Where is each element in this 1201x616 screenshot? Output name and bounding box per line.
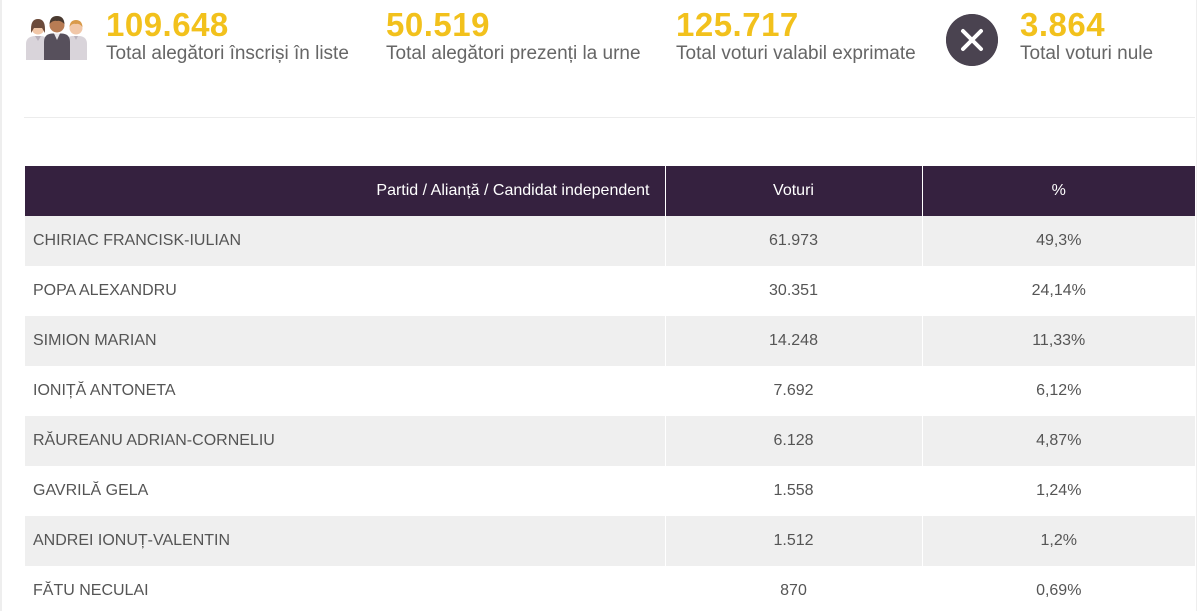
table-row: GAVRILĂ GELA 1.558 1,24% xyxy=(25,466,1195,516)
table-row: POPA ALEXANDRU 30.351 24,14% xyxy=(25,266,1195,316)
stat-label: Total voturi valabil exprimate xyxy=(676,43,916,64)
stat-registered-voters: 109.648 Total alegători înscriși în list… xyxy=(106,8,349,66)
right-border xyxy=(1196,0,1197,611)
candidate-percent: 1,2% xyxy=(922,516,1195,566)
table-row: RĂUREANU ADRIAN-CORNELIU 6.128 4,87% xyxy=(25,416,1195,466)
candidate-name: FĂTU NECULAI xyxy=(25,566,666,616)
candidate-percent: 6,12% xyxy=(922,366,1195,416)
candidate-percent: 11,33% xyxy=(922,316,1195,366)
candidate-percent: 1,24% xyxy=(922,466,1195,516)
candidate-votes: 61.973 xyxy=(665,216,923,266)
results-table: Partid / Alianță / Candidat independent … xyxy=(25,166,1195,616)
stats-bar: 109.648 Total alegători înscriși în list… xyxy=(0,0,1201,117)
table-header-row: Partid / Alianță / Candidat independent … xyxy=(25,166,1195,216)
stat-value: 50.519 xyxy=(386,6,490,43)
stat-label: Total alegători prezenți la urne xyxy=(386,43,641,64)
close-circle-icon xyxy=(946,14,998,66)
candidate-votes: 1.558 xyxy=(665,466,923,516)
section-divider xyxy=(24,117,1195,118)
candidate-percent: 4,87% xyxy=(922,416,1195,466)
candidate-percent: 49,3% xyxy=(922,216,1195,266)
candidate-votes: 1.512 xyxy=(665,516,923,566)
stat-value: 3.864 xyxy=(1020,6,1106,43)
stat-present-voters: 50.519 Total alegători prezenți la urne xyxy=(386,8,641,66)
stat-label: Total voturi nule xyxy=(1020,43,1154,64)
candidate-name: POPA ALEXANDRU xyxy=(25,266,666,316)
candidate-votes: 30.351 xyxy=(665,266,923,316)
table-row: IONIȚĂ ANTONETA 7.692 6,12% xyxy=(25,366,1195,416)
candidate-name: RĂUREANU ADRIAN-CORNELIU xyxy=(25,416,666,466)
candidate-name: ANDREI IONUȚ-VALENTIN xyxy=(25,516,666,566)
candidate-votes: 14.248 xyxy=(665,316,923,366)
table-row: SIMION MARIAN 14.248 11,33% xyxy=(25,316,1195,366)
stat-null-votes: 3.864 Total voturi nule xyxy=(1020,8,1153,66)
table-row: FĂTU NECULAI 870 0,69% xyxy=(25,566,1195,616)
stat-label: Total alegători înscriși în liste xyxy=(106,43,349,64)
column-header-percent[interactable]: % xyxy=(922,166,1195,216)
people-group-icon xyxy=(26,16,87,60)
table-row: CHIRIAC FRANCISK-IULIAN 61.973 49,3% xyxy=(25,216,1195,266)
stat-valid-votes: 125.717 Total voturi valabil exprimate xyxy=(676,8,916,66)
candidate-votes: 870 xyxy=(665,566,923,616)
column-header-votes[interactable]: Voturi xyxy=(665,166,923,216)
stat-value: 125.717 xyxy=(676,6,799,43)
candidate-name: IONIȚĂ ANTONETA xyxy=(25,366,666,416)
candidate-votes: 7.692 xyxy=(665,366,923,416)
table-row: ANDREI IONUȚ-VALENTIN 1.512 1,2% xyxy=(25,516,1195,566)
column-header-party[interactable]: Partid / Alianță / Candidat independent xyxy=(25,166,666,216)
candidate-votes: 6.128 xyxy=(665,416,923,466)
candidate-name: SIMION MARIAN xyxy=(25,316,666,366)
candidate-name: CHIRIAC FRANCISK-IULIAN xyxy=(25,216,666,266)
candidate-name: GAVRILĂ GELA xyxy=(25,466,666,516)
stat-value: 109.648 xyxy=(106,6,229,43)
candidate-percent: 0,69% xyxy=(922,566,1195,616)
left-border xyxy=(0,0,2,611)
candidate-percent: 24,14% xyxy=(922,266,1195,316)
